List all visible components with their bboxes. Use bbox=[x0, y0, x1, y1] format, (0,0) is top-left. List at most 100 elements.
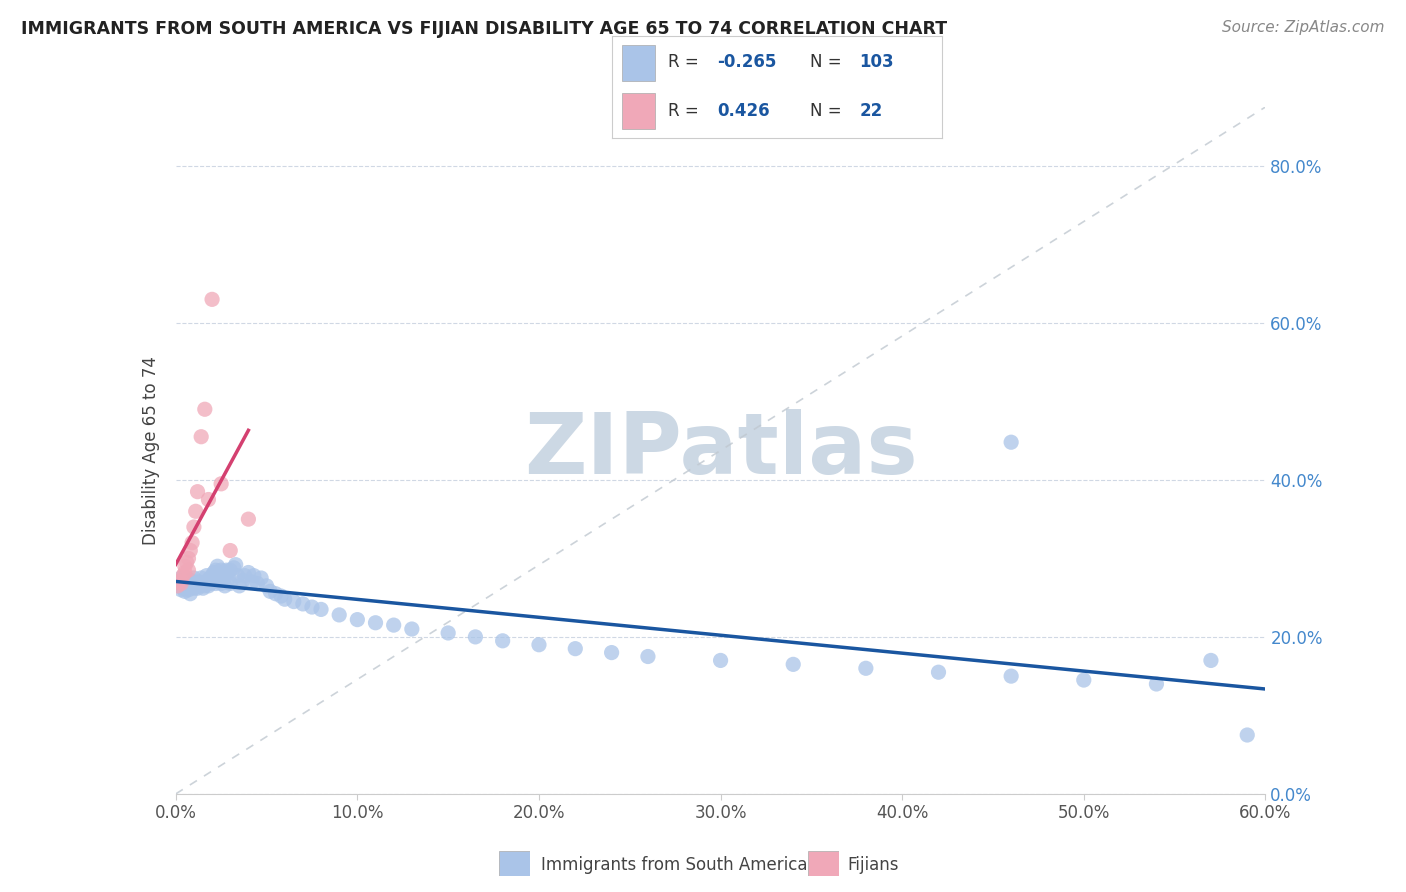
Point bbox=[301, 600, 323, 615]
FancyBboxPatch shape bbox=[621, 45, 655, 81]
Point bbox=[382, 618, 405, 632]
Text: R =: R = bbox=[668, 53, 704, 70]
Point bbox=[190, 576, 212, 591]
Point bbox=[240, 574, 263, 589]
Point bbox=[197, 579, 219, 593]
Point bbox=[710, 653, 733, 667]
FancyBboxPatch shape bbox=[621, 93, 655, 129]
Point bbox=[197, 574, 219, 588]
Point bbox=[173, 559, 195, 574]
Point bbox=[181, 535, 204, 549]
Point bbox=[188, 579, 211, 593]
Point bbox=[437, 626, 460, 640]
Point bbox=[200, 576, 222, 591]
Point bbox=[217, 571, 239, 585]
Point bbox=[1000, 435, 1022, 450]
Point bbox=[194, 402, 217, 417]
Point bbox=[328, 607, 350, 622]
Point bbox=[219, 576, 242, 591]
Point bbox=[215, 563, 238, 577]
Point bbox=[219, 543, 242, 558]
Text: R =: R = bbox=[668, 102, 709, 120]
Point bbox=[291, 597, 314, 611]
Text: N =: N = bbox=[810, 53, 846, 70]
Y-axis label: Disability Age 65 to 74: Disability Age 65 to 74 bbox=[142, 356, 160, 545]
Text: 103: 103 bbox=[859, 53, 894, 70]
Point bbox=[177, 579, 200, 593]
Point bbox=[173, 566, 195, 580]
Text: -0.265: -0.265 bbox=[717, 53, 776, 70]
Point bbox=[238, 566, 260, 580]
Point bbox=[183, 581, 205, 595]
Point bbox=[1000, 669, 1022, 683]
Point bbox=[170, 574, 193, 588]
Point bbox=[782, 657, 804, 672]
Point bbox=[222, 561, 245, 575]
Point bbox=[183, 571, 205, 585]
Point bbox=[283, 594, 305, 608]
FancyBboxPatch shape bbox=[499, 851, 530, 876]
Point bbox=[179, 574, 201, 588]
Text: 0.426: 0.426 bbox=[717, 102, 770, 120]
Point bbox=[201, 293, 224, 307]
Point bbox=[170, 574, 193, 588]
Point bbox=[177, 574, 200, 589]
Point bbox=[170, 571, 193, 585]
Point bbox=[172, 568, 194, 582]
Point bbox=[181, 579, 204, 593]
Point bbox=[200, 571, 222, 585]
Point bbox=[212, 574, 235, 588]
Point bbox=[172, 574, 194, 589]
Point bbox=[600, 646, 623, 660]
Text: IMMIGRANTS FROM SOUTH AMERICA VS FIJIAN DISABILITY AGE 65 TO 74 CORRELATION CHAR: IMMIGRANTS FROM SOUTH AMERICA VS FIJIAN … bbox=[21, 20, 948, 37]
Point bbox=[855, 661, 877, 675]
Point bbox=[186, 576, 209, 591]
Point bbox=[259, 584, 281, 599]
Point bbox=[201, 574, 224, 589]
Point bbox=[169, 579, 191, 593]
Point bbox=[172, 581, 194, 595]
Point bbox=[166, 574, 188, 589]
Point bbox=[214, 579, 236, 593]
Point bbox=[190, 430, 212, 444]
Point bbox=[309, 602, 332, 616]
Text: Immigrants from South America: Immigrants from South America bbox=[541, 856, 808, 874]
Point bbox=[184, 579, 207, 593]
Point bbox=[201, 568, 224, 582]
Point bbox=[232, 574, 254, 588]
Point bbox=[176, 576, 198, 591]
Point bbox=[564, 641, 586, 656]
Point bbox=[274, 592, 297, 607]
FancyBboxPatch shape bbox=[808, 851, 839, 876]
Point bbox=[250, 571, 273, 585]
Point bbox=[177, 582, 200, 597]
Point bbox=[179, 587, 201, 601]
Point bbox=[270, 589, 292, 603]
Point bbox=[173, 574, 195, 588]
Point bbox=[191, 576, 214, 591]
Text: 22: 22 bbox=[859, 102, 883, 120]
Point bbox=[197, 492, 219, 507]
Point bbox=[928, 665, 950, 680]
Point bbox=[169, 576, 191, 591]
Text: Fijians: Fijians bbox=[848, 856, 900, 874]
Point bbox=[233, 568, 256, 582]
Point bbox=[179, 576, 201, 591]
Point bbox=[208, 568, 231, 582]
Point bbox=[190, 571, 212, 585]
Point bbox=[202, 566, 225, 580]
Point bbox=[492, 633, 515, 648]
Point bbox=[176, 555, 198, 569]
Text: Source: ZipAtlas.com: Source: ZipAtlas.com bbox=[1222, 20, 1385, 35]
Point bbox=[173, 579, 195, 593]
Point bbox=[194, 579, 217, 593]
Point bbox=[209, 476, 232, 491]
Point bbox=[226, 568, 249, 582]
Point bbox=[191, 581, 214, 595]
Point bbox=[207, 559, 229, 574]
Point bbox=[183, 576, 205, 591]
Text: N =: N = bbox=[810, 102, 846, 120]
Point bbox=[188, 574, 211, 589]
Point bbox=[464, 630, 486, 644]
Point bbox=[166, 579, 188, 593]
